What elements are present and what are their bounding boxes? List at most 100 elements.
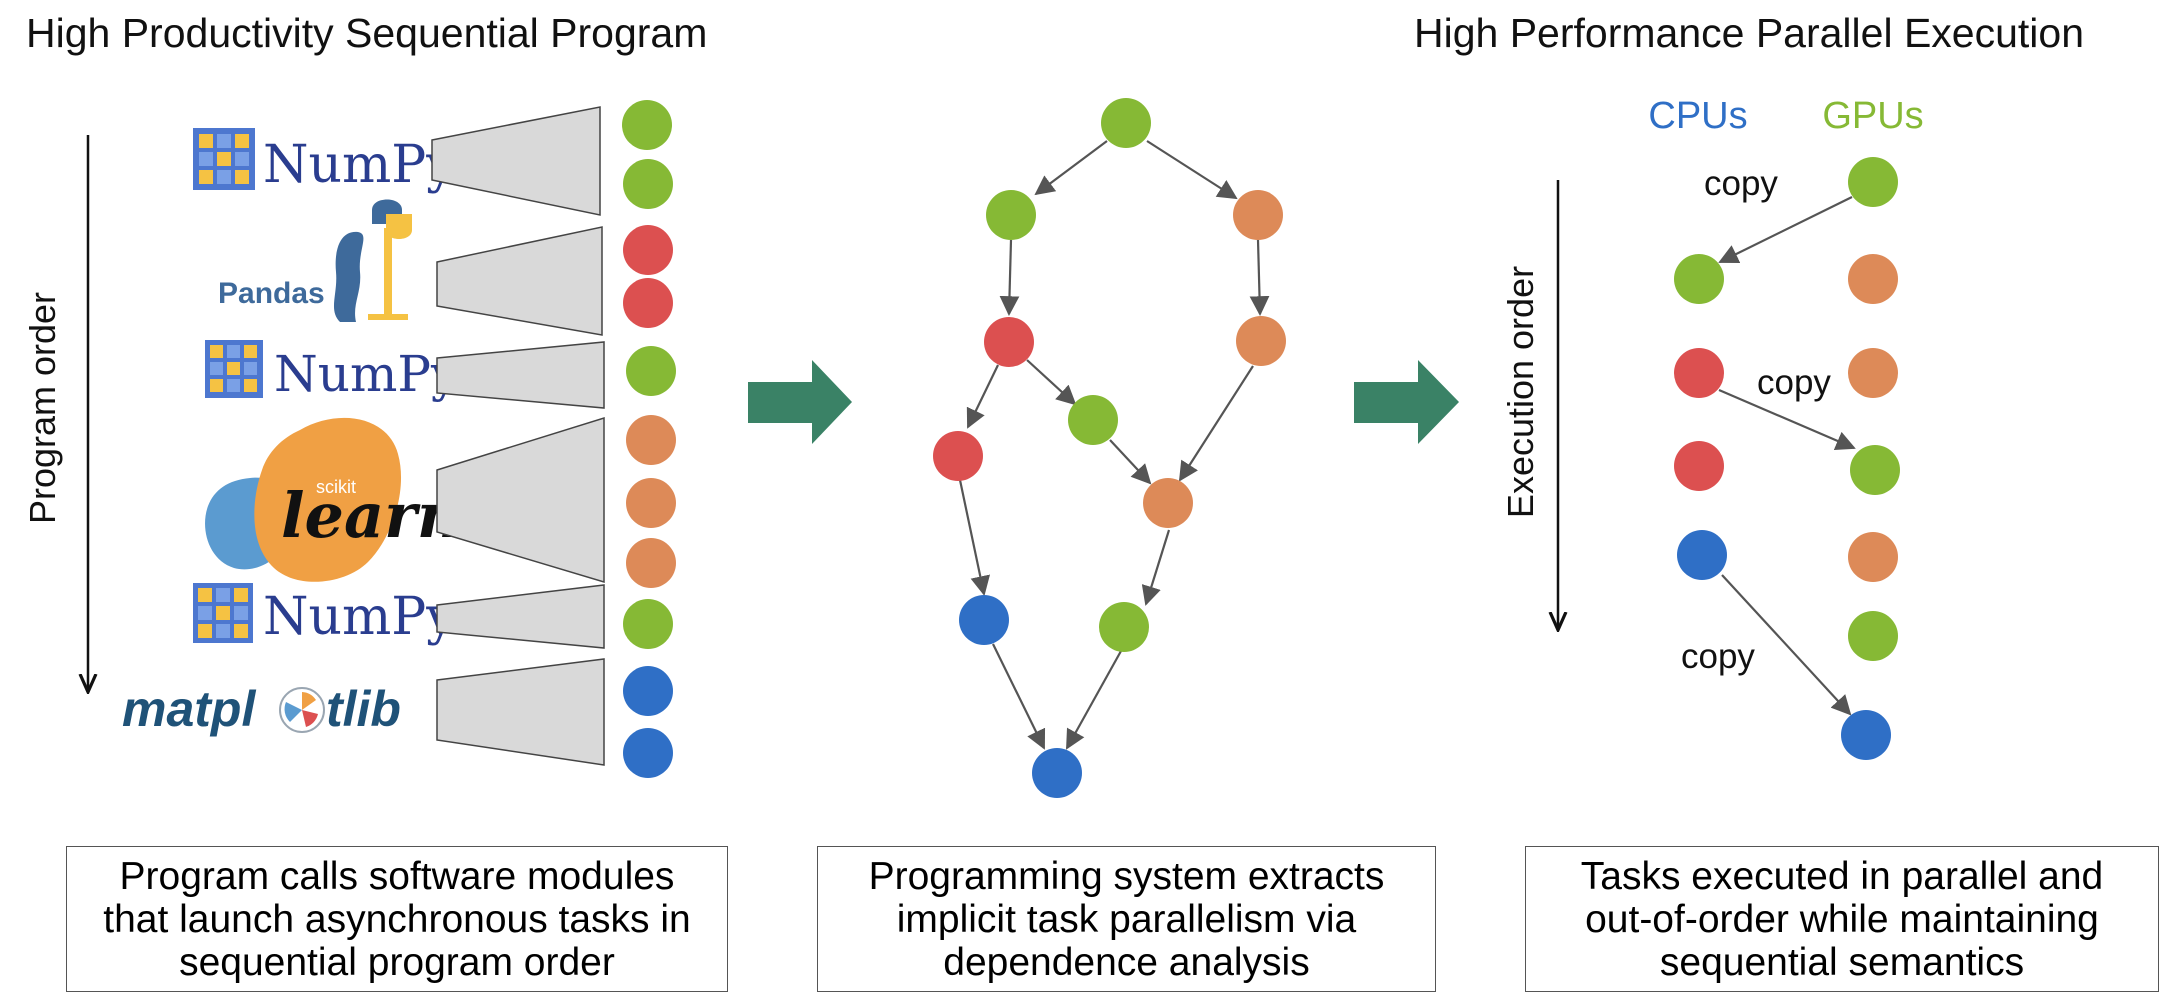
module-trapezoid bbox=[436, 416, 605, 584]
dependence-edge bbox=[1026, 359, 1077, 406]
caption-line: dependence analysis bbox=[943, 940, 1310, 984]
numpy-wordmark: NumPy bbox=[263, 587, 456, 647]
matplotlib-logo: matpl tlib bbox=[122, 681, 401, 737]
program-order-label: Program order bbox=[22, 292, 63, 524]
dependence-edge bbox=[1141, 529, 1171, 606]
caption-line: Program calls software modules bbox=[119, 854, 675, 898]
cpu-task-node bbox=[1674, 254, 1724, 304]
task-node bbox=[623, 666, 673, 716]
graph-node bbox=[1101, 98, 1151, 148]
task-node bbox=[623, 159, 673, 209]
dependence-edge bbox=[958, 479, 991, 596]
caption-line: sequential semantics bbox=[1659, 940, 2025, 984]
task-node bbox=[622, 100, 672, 150]
sklearn-logo: scikit learn bbox=[205, 417, 462, 582]
gpu-task-node bbox=[1841, 710, 1891, 760]
dependence-edge bbox=[1178, 365, 1254, 482]
task-node bbox=[626, 538, 676, 588]
task-node bbox=[626, 478, 676, 528]
dependence-edge bbox=[1034, 140, 1108, 196]
cpu-task-list bbox=[1674, 254, 1727, 580]
dependence-edge bbox=[992, 643, 1046, 750]
caption-line: sequential program order bbox=[179, 940, 615, 984]
graph-node bbox=[986, 190, 1036, 240]
module-trapezoid bbox=[431, 106, 601, 216]
dependence-edge bbox=[1109, 439, 1152, 485]
matplotlib-wordmark-left: matpl bbox=[122, 681, 256, 737]
graph-node bbox=[933, 431, 983, 481]
module-trapezoid bbox=[436, 341, 605, 409]
caption-right: Tasks executed in parallel and out-of-or… bbox=[1525, 846, 2159, 992]
gpu-task-node bbox=[1848, 254, 1898, 304]
caption-middle: Programming system extracts implicit tas… bbox=[817, 846, 1436, 992]
task-node bbox=[623, 728, 673, 778]
sklearn-small-text: scikit bbox=[316, 477, 356, 497]
module-trapezoid bbox=[436, 584, 605, 649]
transition-arrow-icon bbox=[1354, 360, 1459, 444]
task-node bbox=[623, 278, 673, 328]
copy-label: copy bbox=[1704, 164, 1778, 203]
dependence-edge bbox=[1066, 650, 1122, 750]
gpu-task-list bbox=[1841, 157, 1900, 760]
module-trapezoid bbox=[436, 658, 605, 766]
execution-order-label: Execution order bbox=[1500, 266, 1541, 518]
dependence-edge bbox=[1146, 140, 1238, 200]
pandas-python-icon bbox=[333, 199, 412, 322]
right-heading: High Performance Parallel Execution bbox=[1414, 10, 2084, 56]
pandas-wordmark: Pandas bbox=[218, 277, 325, 310]
caption-line: Programming system extracts bbox=[868, 854, 1385, 898]
pandas-logo: Pandas bbox=[218, 199, 412, 322]
copy-edge bbox=[1721, 574, 1852, 716]
graph-node bbox=[1236, 316, 1286, 366]
numpy-logo: NumPy bbox=[193, 583, 456, 647]
module-trapezoids bbox=[431, 106, 605, 766]
cpu-task-node bbox=[1674, 348, 1724, 398]
graph-node bbox=[984, 317, 1034, 367]
gpu-task-node bbox=[1848, 157, 1898, 207]
numpy-logo: NumPy bbox=[205, 340, 460, 403]
graph-node bbox=[1099, 602, 1149, 652]
numpy-cube-icon bbox=[205, 340, 263, 398]
matplotlib-plot-icon bbox=[279, 687, 325, 733]
caption-line: Tasks executed in parallel and bbox=[1580, 854, 2104, 898]
copy-label: copy bbox=[1757, 363, 1831, 402]
cpus-header: CPUs bbox=[1648, 95, 1747, 137]
task-node bbox=[623, 599, 673, 649]
graph-node bbox=[959, 595, 1009, 645]
copy-arrows bbox=[1718, 196, 1856, 716]
gpu-task-node bbox=[1848, 532, 1898, 582]
copy-label: copy bbox=[1681, 637, 1755, 676]
transition-arrow-icon bbox=[748, 360, 852, 444]
caption-line: out-of-order while maintaining bbox=[1585, 897, 2099, 941]
caption-line: that launch asynchronous tasks in bbox=[103, 897, 691, 941]
module-trapezoid bbox=[436, 226, 603, 336]
dependence-graph-edges bbox=[958, 140, 1270, 750]
gpu-task-node bbox=[1848, 611, 1898, 661]
program-task-list bbox=[622, 100, 676, 778]
task-node bbox=[626, 346, 676, 396]
cpu-task-node bbox=[1677, 530, 1727, 580]
copy-edge bbox=[1718, 388, 1856, 451]
numpy-logo: NumPy bbox=[193, 128, 456, 195]
graph-node bbox=[1233, 190, 1283, 240]
numpy-wordmark: NumPy bbox=[274, 345, 460, 403]
sklearn-learn-text: learn bbox=[281, 479, 462, 552]
dependence-graph-nodes bbox=[933, 98, 1286, 798]
caption-line: implicit task parallelism via bbox=[896, 897, 1357, 941]
sklearn-orange-blob bbox=[254, 417, 402, 582]
gpu-task-node bbox=[1848, 348, 1898, 398]
numpy-cube-icon bbox=[193, 128, 255, 190]
graph-node bbox=[1032, 748, 1082, 798]
numpy-wordmark: NumPy bbox=[263, 135, 456, 195]
cpu-task-node bbox=[1674, 441, 1724, 491]
task-node bbox=[626, 415, 676, 465]
gpus-header: GPUs bbox=[1822, 95, 1923, 137]
graph-node bbox=[1143, 478, 1193, 528]
numpy-cube-icon bbox=[193, 583, 253, 643]
caption-left: Program calls software modules that laun… bbox=[66, 846, 728, 992]
dependence-edge bbox=[999, 239, 1020, 316]
dependence-edge bbox=[966, 364, 999, 429]
left-heading: High Productivity Sequential Program bbox=[26, 10, 707, 56]
matplotlib-wordmark-right: tlib bbox=[326, 681, 401, 737]
